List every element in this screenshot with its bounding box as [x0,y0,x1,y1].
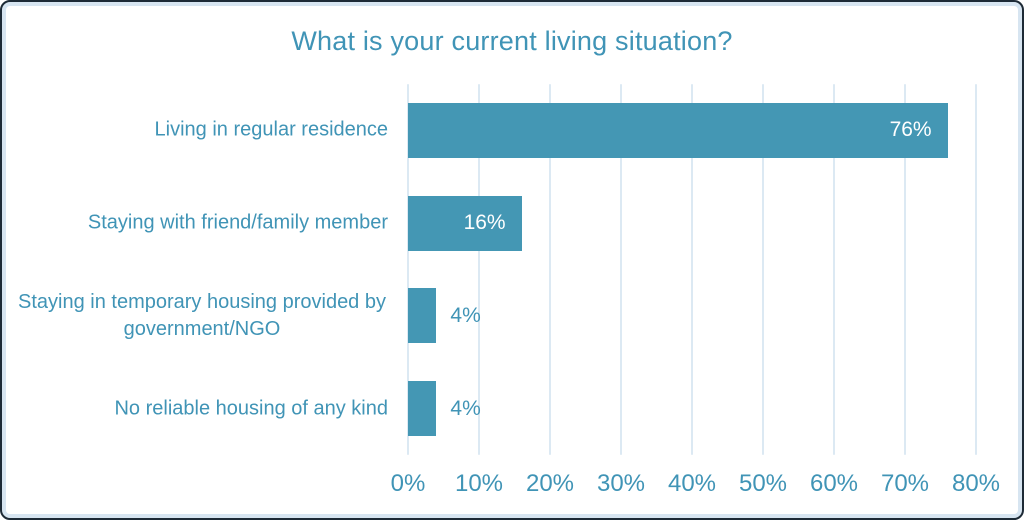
category-label: Living in regular residence [154,118,388,141]
x-axis-tick-label: 60% [809,470,859,497]
x-axis-tick-label: 80% [951,470,1001,497]
x-axis-tick-label: 0% [390,470,426,497]
x-axis-tick-label: 20% [525,470,575,497]
x-axis-tick-label: 40% [667,470,717,497]
gridline [833,84,835,455]
bar [408,195,522,251]
x-axis-tick-label: 10% [454,470,504,497]
gridline [975,84,977,455]
gridline [620,84,622,455]
category-label: Staying with friend/family member [87,211,388,234]
bar-value-label: 16% [463,211,506,235]
bar [408,381,437,437]
gridline [691,84,693,455]
x-axis-tick-label: 30% [596,470,646,497]
chart-title: What is your current living situation? [291,26,733,56]
x-axis-tick-label: 50% [738,470,788,497]
bar-value-label: 76% [889,118,932,142]
gridline [478,84,480,455]
category-label: No reliable housing of any kind [114,397,388,420]
bar-value-label: 4% [450,303,481,327]
bar-value-label: 4% [450,396,481,420]
gridline [904,84,906,455]
x-axis-tick-label: 70% [880,470,930,497]
gridline [407,84,409,455]
gridline [762,84,764,455]
bar [408,288,437,344]
gridline [549,84,551,455]
bar [408,102,948,158]
category-label: Staying in temporary housing provided by… [18,290,386,340]
